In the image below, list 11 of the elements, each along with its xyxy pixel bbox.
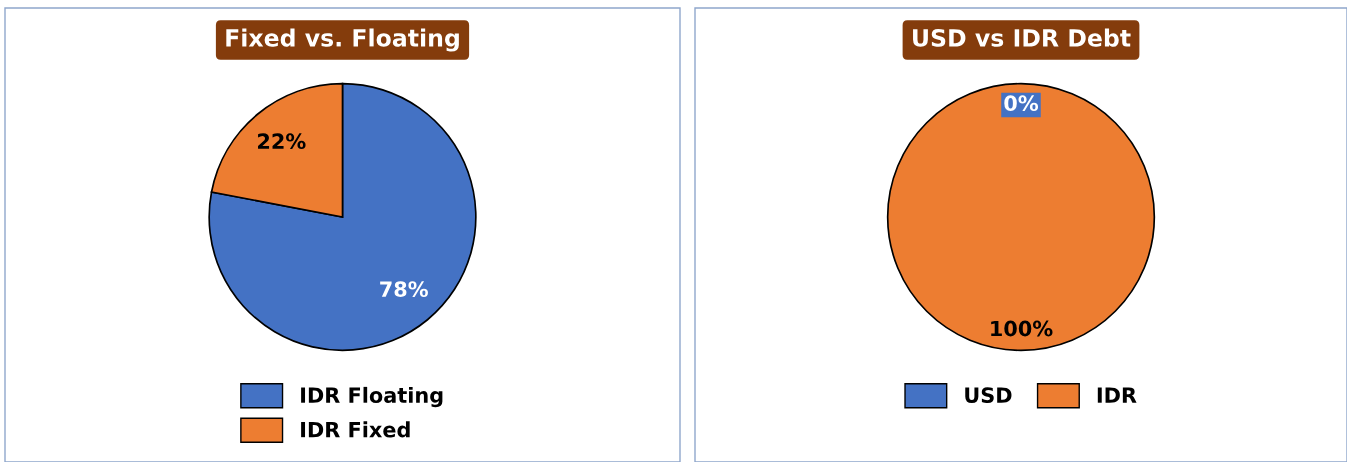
data-label: 100% — [991, 320, 1053, 337]
pie-slice — [208, 82, 477, 352]
data-label: 22% — [258, 133, 306, 150]
legend-label: IDR Fixed — [301, 421, 410, 438]
chart-title: USD vs IDR Debt — [913, 28, 1131, 47]
legend-label: USD — [965, 387, 1012, 403]
data-label: 78% — [380, 281, 428, 298]
text: 0% — [1004, 95, 1039, 112]
legend-label: IDR — [1097, 387, 1137, 403]
chart-title: Fixed vs. Floating — [226, 28, 459, 52]
legend-label: IDR Floating — [301, 386, 443, 408]
